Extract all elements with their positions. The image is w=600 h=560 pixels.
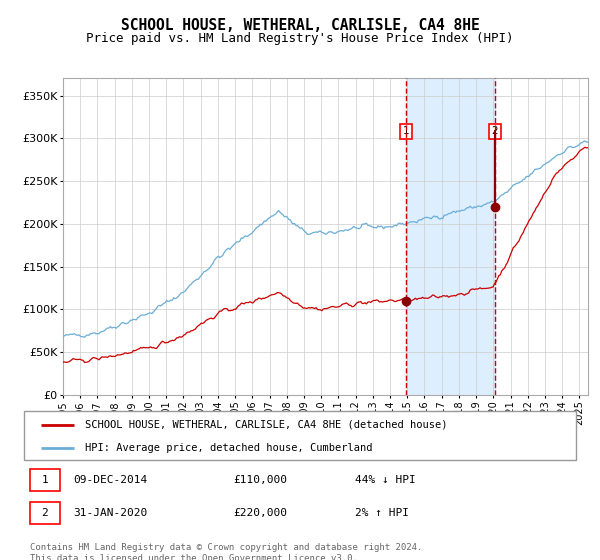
Text: £110,000: £110,000 xyxy=(234,475,288,486)
Text: 09-DEC-2014: 09-DEC-2014 xyxy=(74,475,148,486)
Text: 31-JAN-2020: 31-JAN-2020 xyxy=(74,508,148,519)
FancyBboxPatch shape xyxy=(29,469,60,491)
Text: 44% ↓ HPI: 44% ↓ HPI xyxy=(355,475,416,486)
Text: Contains HM Land Registry data © Crown copyright and database right 2024.
This d: Contains HM Land Registry data © Crown c… xyxy=(30,543,422,560)
Bar xyxy=(406,78,495,395)
Text: HPI: Average price, detached house, Cumberland: HPI: Average price, detached house, Cumb… xyxy=(85,443,372,453)
Text: 2: 2 xyxy=(491,127,498,137)
Text: 2% ↑ HPI: 2% ↑ HPI xyxy=(355,508,409,519)
FancyBboxPatch shape xyxy=(29,502,60,524)
Text: 1: 1 xyxy=(41,475,49,486)
FancyBboxPatch shape xyxy=(24,411,576,460)
Text: 1: 1 xyxy=(403,127,410,137)
Text: £220,000: £220,000 xyxy=(234,508,288,519)
Text: SCHOOL HOUSE, WETHERAL, CARLISLE, CA4 8HE: SCHOOL HOUSE, WETHERAL, CARLISLE, CA4 8H… xyxy=(121,18,479,33)
Text: Price paid vs. HM Land Registry's House Price Index (HPI): Price paid vs. HM Land Registry's House … xyxy=(86,32,514,45)
Text: 2: 2 xyxy=(41,508,49,519)
Text: SCHOOL HOUSE, WETHERAL, CARLISLE, CA4 8HE (detached house): SCHOOL HOUSE, WETHERAL, CARLISLE, CA4 8H… xyxy=(85,420,447,430)
